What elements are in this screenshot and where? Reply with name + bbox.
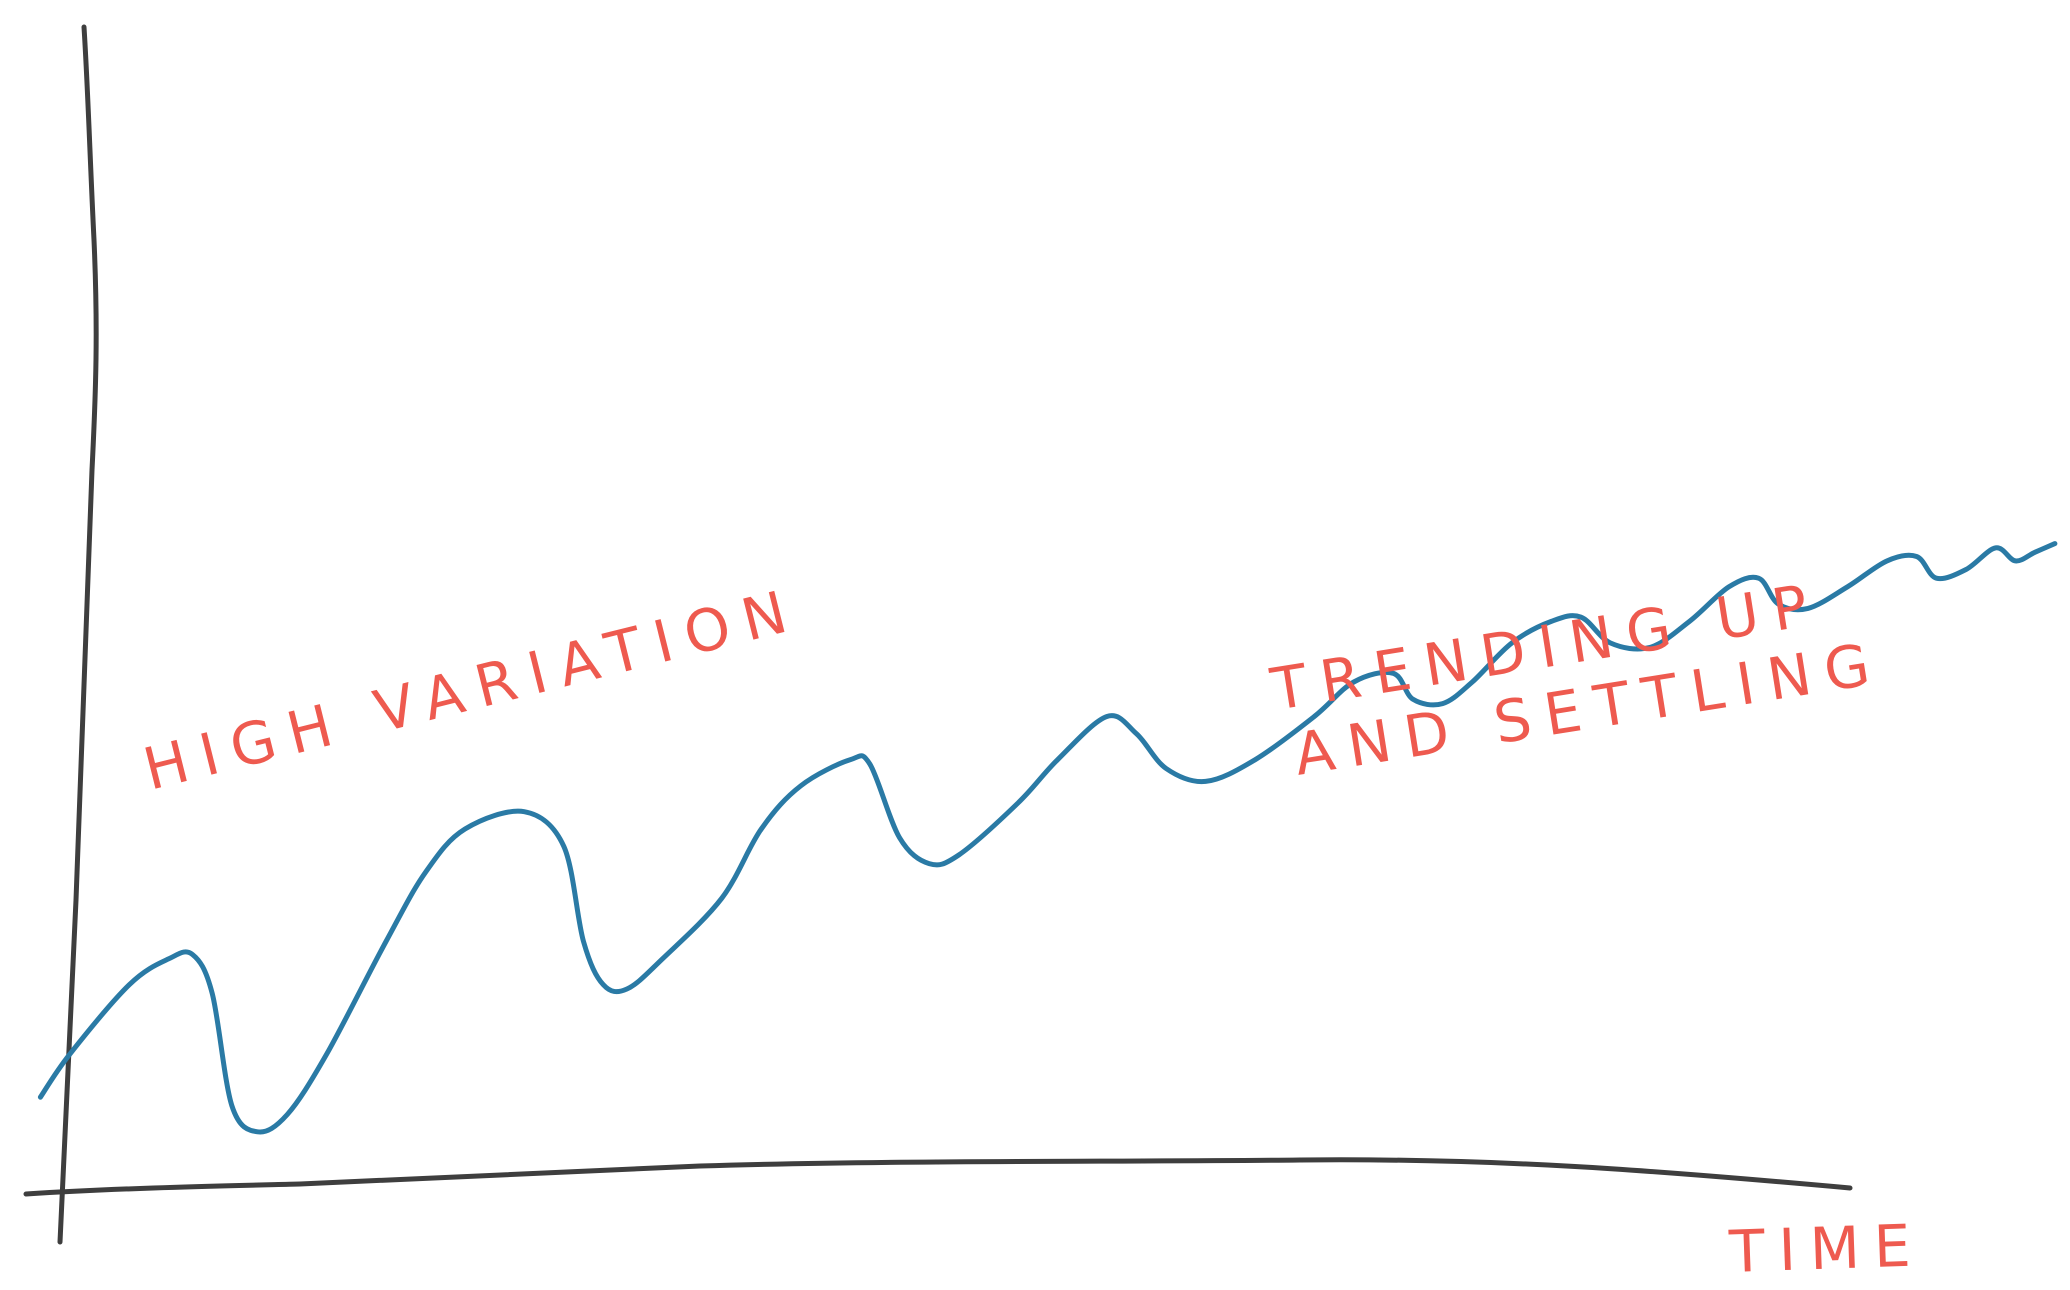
series-layer	[37, 541, 2058, 1135]
y-axis	[57, 24, 99, 1245]
x-axis	[23, 1157, 1853, 1197]
x-axis-label: TIME	[1727, 1211, 1925, 1286]
annotation-high-variation: HIGH VARIATION	[137, 575, 807, 804]
series-line-0	[37, 541, 2058, 1135]
